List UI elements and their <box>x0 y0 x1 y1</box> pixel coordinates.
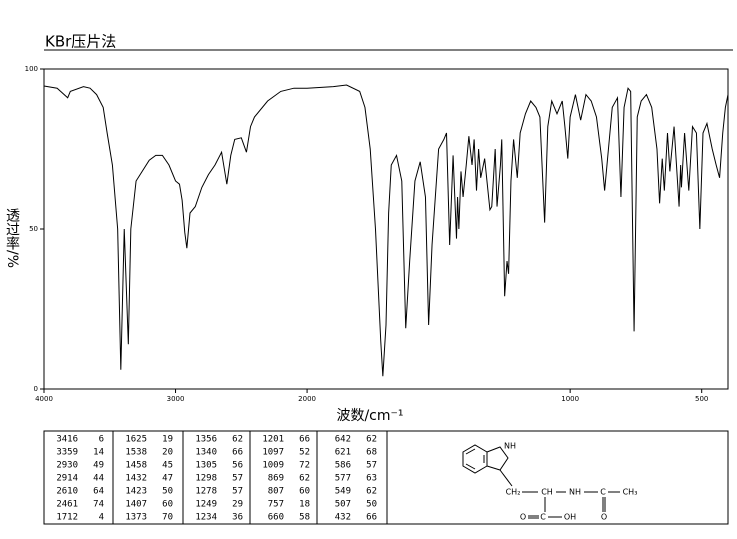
transmittance: 66 <box>299 435 310 445</box>
wavenumber: 1407 <box>125 500 147 510</box>
transmittance: 44 <box>93 474 104 484</box>
transmittance: 62 <box>232 435 243 445</box>
transmittance: 47 <box>162 474 173 484</box>
wavenumber: 1201 <box>262 435 284 445</box>
x-tick-label: 4000 <box>35 395 53 403</box>
wavenumber: 432 <box>335 513 351 523</box>
x-tick-label: 3000 <box>167 395 185 403</box>
transmittance: 50 <box>162 487 173 497</box>
transmittance: 58 <box>299 513 310 523</box>
wavenumber: 869 <box>268 474 284 484</box>
x-axis-label: 波数/cm⁻¹ <box>336 408 403 424</box>
wavenumber: 621 <box>335 448 351 458</box>
transmittance: 6 <box>99 435 104 445</box>
transmittance: 72 <box>299 461 310 471</box>
transmittance: 62 <box>366 435 377 445</box>
transmittance: 70 <box>162 513 173 523</box>
transmittance: 49 <box>93 461 104 471</box>
wavenumber: 1625 <box>125 435 147 445</box>
wavenumber: 1458 <box>125 461 147 471</box>
transmittance: 68 <box>366 448 377 458</box>
table-frame <box>43 430 729 525</box>
transmittance: 66 <box>232 448 243 458</box>
structure-label: CH₃ <box>623 488 638 497</box>
wavenumber: 1234 <box>195 513 217 523</box>
wavenumber: 1009 <box>262 461 284 471</box>
y-tick-label: 100 <box>25 65 38 73</box>
wavenumber: 1712 <box>56 513 78 523</box>
transmittance: 62 <box>366 487 377 497</box>
wavenumber: 1298 <box>195 474 217 484</box>
wavenumber: 507 <box>335 500 351 510</box>
wavenumber: 2914 <box>56 474 78 484</box>
transmittance: 20 <box>162 448 173 458</box>
structure-label: O <box>520 513 526 522</box>
structure-label: NH <box>569 488 581 497</box>
transmittance: 52 <box>299 448 310 458</box>
structure-label: CH₂ <box>506 488 521 497</box>
y-axis-label: 透过率/% <box>4 208 20 268</box>
wavenumber: 1538 <box>125 448 147 458</box>
transmittance: 62 <box>299 474 310 484</box>
wavenumber: 586 <box>335 461 351 471</box>
wavenumber: 3359 <box>56 448 78 458</box>
transmittance: 57 <box>232 487 243 497</box>
transmittance: 57 <box>366 461 377 471</box>
transmittance: 14 <box>93 448 104 458</box>
transmittance: 45 <box>162 461 173 471</box>
structure-label: C <box>600 488 606 497</box>
transmittance: 4 <box>99 513 104 523</box>
y-tick-label: 50 <box>29 225 38 233</box>
wavenumber: 1373 <box>125 513 147 523</box>
transmittance: 56 <box>232 461 243 471</box>
transmittance: 18 <box>299 500 310 510</box>
wavenumber: 807 <box>268 487 284 497</box>
transmittance: 29 <box>232 500 243 510</box>
chart-title: KBr压片法 <box>45 33 116 51</box>
wavenumber: 549 <box>335 487 351 497</box>
wavenumber: 2610 <box>56 487 78 497</box>
wavenumber: 642 <box>335 435 351 445</box>
spectrum-line <box>43 84 729 377</box>
transmittance: 74 <box>93 500 104 510</box>
structure-label: CH <box>541 488 553 497</box>
plot-frame <box>43 68 729 390</box>
x-tick-label: 2000 <box>298 395 316 403</box>
transmittance: 57 <box>232 474 243 484</box>
wavenumber: 577 <box>335 474 351 484</box>
wavenumber: 2930 <box>56 461 78 471</box>
wavenumber: 3416 <box>56 435 78 445</box>
structure-label: O <box>601 513 607 522</box>
transmittance: 63 <box>366 474 377 484</box>
wavenumber: 757 <box>268 500 284 510</box>
wavenumber: 1097 <box>262 448 284 458</box>
wavenumber: 1249 <box>195 500 217 510</box>
x-tick-label: 500 <box>695 395 708 403</box>
wavenumber: 1432 <box>125 474 147 484</box>
structure <box>462 444 620 519</box>
wavenumber: 1423 <box>125 487 147 497</box>
transmittance: 36 <box>232 513 243 523</box>
wavenumber: 1340 <box>195 448 217 458</box>
wavenumber: 2461 <box>56 500 78 510</box>
transmittance: 50 <box>366 500 377 510</box>
y-tick-label: 0 <box>34 385 38 393</box>
wavenumber: 660 <box>268 513 284 523</box>
transmittance: 60 <box>162 500 173 510</box>
structure-label: C <box>540 513 546 522</box>
wavenumber: 1278 <box>195 487 217 497</box>
structure-label: NH <box>504 442 516 451</box>
transmittance: 19 <box>162 435 173 445</box>
structure-label: OH <box>564 513 576 522</box>
wavenumber: 1356 <box>195 435 217 445</box>
transmittance: 60 <box>299 487 310 497</box>
wavenumber: 1305 <box>195 461 217 471</box>
transmittance: 64 <box>93 487 104 497</box>
transmittance: 66 <box>366 513 377 523</box>
x-tick-label: 1000 <box>561 395 579 403</box>
